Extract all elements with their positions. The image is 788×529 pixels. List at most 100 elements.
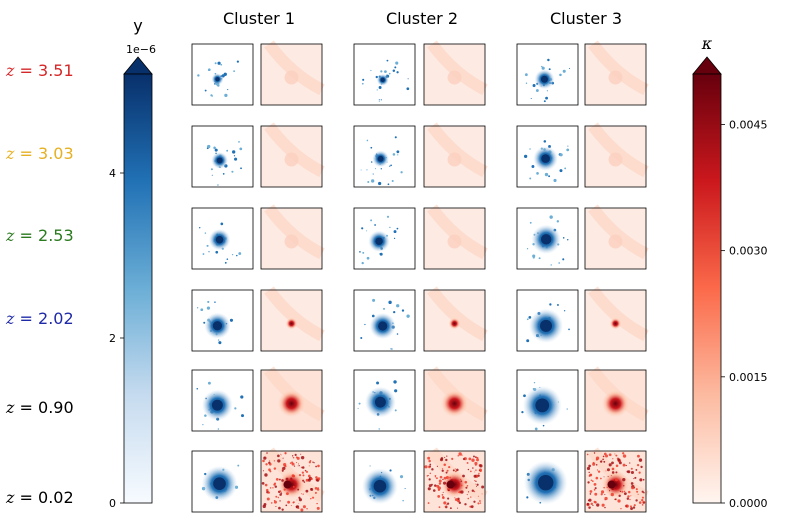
kappa-map-frame [584, 369, 647, 432]
kappa-map-noise-speck [427, 502, 430, 505]
kappa-map-noise-speck [298, 465, 300, 467]
kappa-map-filament [264, 40, 325, 96]
kappa-map-noise-speck [474, 471, 476, 473]
kappa-map-noise-speck [605, 454, 609, 458]
kappa-tick-label: 0.0045 [729, 118, 768, 131]
y-map-substructure [394, 409, 397, 412]
y-map-substructure [217, 184, 219, 186]
kappa-map-noise-speck [290, 477, 293, 480]
kappa-map-noise-speck [602, 458, 604, 461]
kappa-map-noise-speck [636, 490, 639, 493]
kappa-map-noise-speck [629, 498, 631, 501]
y-map-substructure [526, 318, 529, 321]
y-map-substructure [394, 136, 397, 139]
kappa-map-noise-speck [601, 503, 605, 507]
y-colorbar-bar [123, 73, 153, 504]
kappa-map-filament [588, 204, 649, 260]
kappa-map-cluster-peak [285, 317, 298, 330]
kappa-map-noise-speck [628, 490, 631, 494]
kappa-map-noise-speck [309, 460, 312, 462]
y-map-substructure [383, 307, 386, 310]
kappa-map-noise-speck [603, 460, 606, 463]
y-map-substructure [568, 67, 571, 70]
kappa-map-noise-speck [295, 505, 298, 508]
kappa-map-panel [260, 204, 325, 270]
kappa-map-noise-speck [456, 468, 459, 472]
kappa-map-noise-speck [262, 504, 266, 509]
y-map-substructure [202, 423, 204, 426]
y-map-substructure [374, 224, 376, 226]
kappa-map-noise-speck [458, 491, 460, 494]
kappa-map-noise-speck [262, 470, 264, 472]
y-tick-label: 4 [109, 167, 116, 180]
y-map-substructure [378, 181, 382, 186]
y-map-panel [191, 369, 254, 432]
y-map-substructure [392, 153, 396, 156]
y-map-substructure [236, 254, 238, 257]
kappa-map-noise-speck [619, 490, 622, 493]
kappa-map-panel [260, 122, 325, 188]
kappa-map-noise-speck [625, 505, 627, 507]
kappa-map-noise-speck [596, 469, 599, 471]
kappa-map-frame [260, 369, 323, 432]
kappa-map-noise-speck [460, 484, 463, 487]
kappa-map-noise-speck [307, 474, 311, 478]
kappa-map-noise-speck [603, 486, 605, 489]
kappa-map-noise-speck [305, 478, 309, 482]
y-map-substructure [386, 215, 390, 218]
kappa-map-noise-speck [606, 468, 610, 472]
kappa-map-noise-speck [473, 490, 476, 493]
y-map-substructure [549, 215, 553, 219]
y-map-substructure [559, 73, 562, 77]
kappa-map-noise-speck [441, 468, 444, 470]
y-map-substructure [200, 308, 204, 312]
kappa-map-noise-speck [314, 486, 318, 490]
y-map-substructure [525, 82, 528, 84]
kappa-map-noise-speck [277, 496, 280, 499]
y-map-substructure [389, 469, 392, 472]
kappa-map-noise-speck [434, 484, 437, 487]
y-map-frame [516, 207, 579, 270]
y-map-frame [516, 43, 579, 106]
y-map-substructure [204, 232, 207, 234]
y-map-substructure [361, 82, 364, 85]
kappa-map-noise-speck [472, 467, 474, 469]
kappa-map-noise-speck [287, 500, 291, 504]
kappa-map-noise-speck [625, 464, 627, 467]
y-map-frame [516, 289, 579, 352]
kappa-map-noise-speck [427, 456, 431, 460]
kappa-map-noise-speck [262, 459, 265, 463]
kappa-map-noise-speck [442, 496, 445, 500]
y-map-substructure [380, 70, 383, 73]
kappa-map-noise-speck [602, 455, 605, 458]
kappa-map-noise-speck [306, 507, 308, 510]
y-map-substructure [240, 167, 242, 170]
kappa-map-noise-speck [481, 493, 483, 495]
kappa-map-noise-speck [622, 477, 626, 482]
kappa-map-noise-speck [446, 503, 448, 506]
kappa-map-noise-speck [315, 465, 317, 468]
y-map-substructure [564, 167, 567, 170]
y-map-substructure [214, 301, 216, 303]
kappa-map-noise-speck [291, 462, 295, 466]
kappa-map-noise-speck [267, 491, 271, 494]
y-map-substructure [197, 74, 200, 77]
kappa-map-noise-speck [474, 483, 476, 485]
y-map-substructure [534, 427, 538, 431]
kappa-map-noise-speck [447, 489, 450, 492]
y-map-substructure [238, 252, 242, 255]
y-map-substructure [543, 100, 546, 103]
y-map-substructure [362, 78, 365, 81]
y-map-substructure [397, 154, 399, 156]
kappa-map-noise-speck [449, 476, 451, 479]
kappa-map-noise-speck [274, 485, 278, 488]
y-map-substructure [367, 181, 370, 184]
kappa-map-noise-speck [315, 476, 318, 479]
kappa-map-noise-speck [594, 487, 597, 490]
kappa-map-noise-speck [426, 475, 429, 477]
y-map-frame [353, 450, 416, 513]
y-map-substructure [526, 248, 529, 250]
y-map-substructure [359, 251, 361, 253]
y-map-substructure [202, 253, 205, 255]
kappa-map-noise-speck [317, 487, 320, 489]
